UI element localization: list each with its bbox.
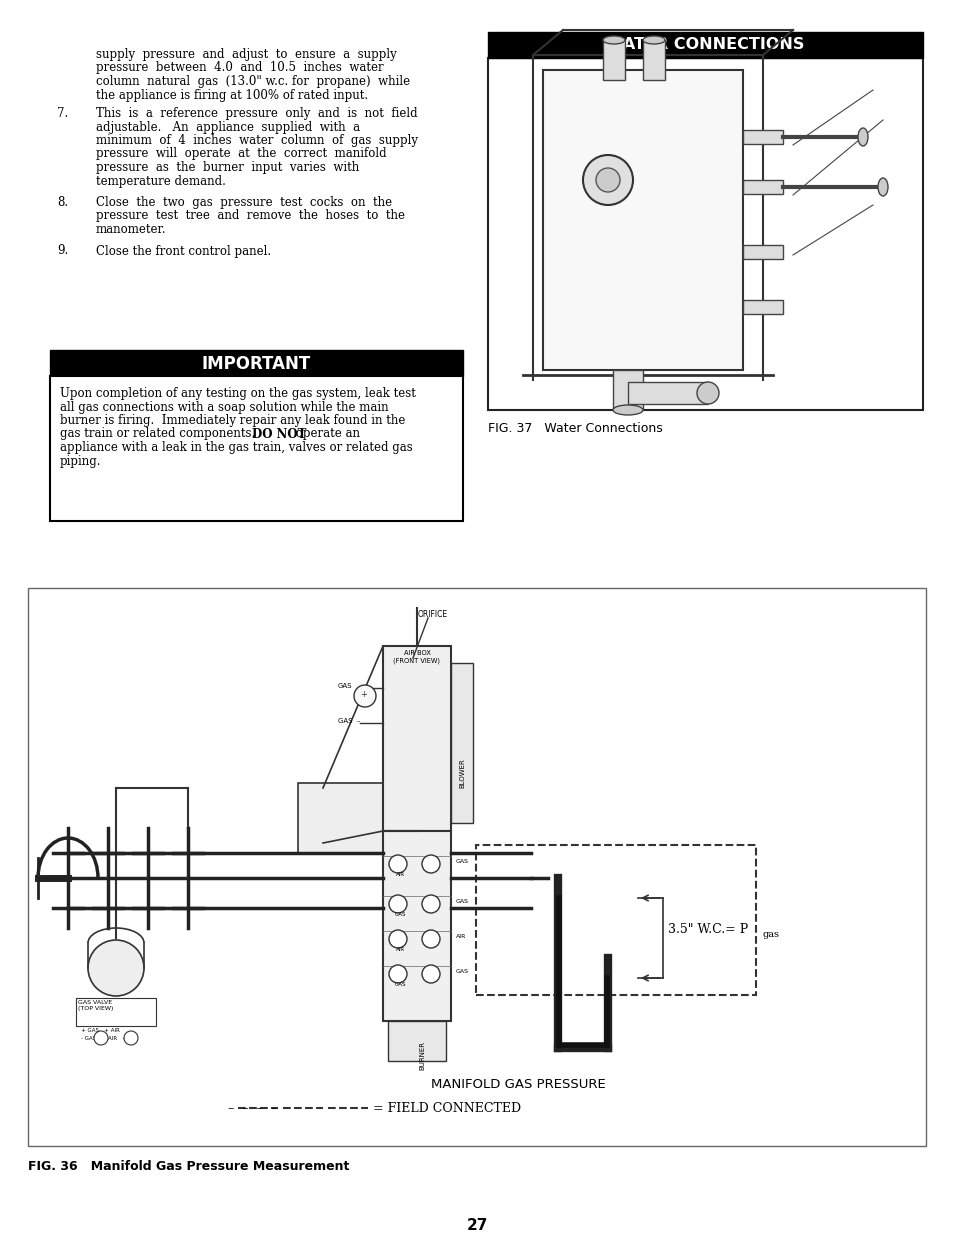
Text: all gas connections with a soap solution while the main: all gas connections with a soap solution…	[60, 400, 388, 414]
Bar	[76, 998, 156, 1026]
Text: GAS: GAS	[395, 982, 406, 987]
Text: FIG. 37   Water Connections: FIG. 37 Water Connections	[488, 422, 662, 435]
Bar	[742, 300, 782, 314]
Text: MANIFOLD GAS PRESSURE: MANIFOLD GAS PRESSURE	[430, 1078, 605, 1091]
Circle shape	[389, 965, 407, 983]
Bar	[627, 382, 707, 404]
Circle shape	[389, 855, 407, 873]
Text: GAS VALVE
(TOP VIEW): GAS VALVE (TOP VIEW)	[78, 1000, 113, 1010]
Text: GAS: GAS	[456, 899, 469, 904]
Text: WATER CONNECTIONS: WATER CONNECTIONS	[606, 37, 803, 52]
Text: AIR: AIR	[456, 934, 466, 939]
Ellipse shape	[642, 36, 664, 44]
Text: ORIFICE: ORIFICE	[417, 610, 448, 619]
Circle shape	[421, 855, 439, 873]
Text: gas: gas	[762, 930, 780, 939]
Bar	[488, 32, 923, 58]
Text: appliance with a leak in the gas train, valves or related gas: appliance with a leak in the gas train, …	[60, 441, 413, 454]
Text: = FIELD CONNECTED: = FIELD CONNECTED	[373, 1102, 520, 1115]
Text: Close  the  two  gas  pressure  test  cocks  on  the: Close the two gas pressure test cocks on…	[96, 196, 392, 209]
Text: FIG. 36   Manifold Gas Pressure Measurement: FIG. 36 Manifold Gas Pressure Measuremen…	[28, 1160, 349, 1173]
Text: Close the front control panel.: Close the front control panel.	[96, 245, 271, 258]
Text: DO NOT: DO NOT	[252, 427, 306, 441]
Text: –  –  –  –: – – – –	[228, 1102, 276, 1115]
Text: pressure  test  tree  and  remove  the  hoses  to  the: pressure test tree and remove the hoses …	[96, 210, 405, 222]
Bar	[451, 663, 473, 823]
Text: burner is firing.  Immediately repair any leak found in the: burner is firing. Immediately repair any…	[60, 414, 405, 427]
Text: manometer.: manometer.	[96, 224, 167, 236]
Bar	[742, 180, 782, 194]
Text: IMPORTANT: IMPORTANT	[202, 354, 311, 373]
Text: BLOWER: BLOWER	[458, 758, 464, 788]
Ellipse shape	[697, 382, 719, 404]
Circle shape	[94, 1031, 108, 1045]
Text: AIR: AIR	[396, 947, 405, 952]
Circle shape	[389, 895, 407, 913]
Bar	[382, 646, 451, 831]
Text: - GAS   + AIR   - AIR: - GAS + AIR - AIR	[81, 1036, 135, 1041]
Circle shape	[421, 930, 439, 948]
Circle shape	[124, 1031, 138, 1045]
Text: BURNER: BURNER	[418, 1041, 424, 1070]
Bar	[388, 1021, 446, 1061]
Text: minimum  of  4  inches  water  column  of  gas  supply: minimum of 4 inches water column of gas …	[96, 135, 417, 147]
Text: pressure  will  operate  at  the  correct  manifold: pressure will operate at the correct man…	[96, 147, 386, 161]
Bar	[602, 40, 624, 80]
Text: supply  pressure  and  adjust  to  ensure  a  supply: supply pressure and adjust to ensure a s…	[96, 48, 396, 61]
Text: GAS: GAS	[395, 911, 406, 918]
Text: column  natural  gas  (13.0" w.c. for  propane)  while: column natural gas (13.0" w.c. for propa…	[96, 75, 410, 88]
Text: GAS  –: GAS –	[337, 718, 360, 724]
Bar	[297, 783, 382, 853]
Bar	[613, 370, 642, 410]
Text: Upon completion of any testing on the gas system, leak test: Upon completion of any testing on the ga…	[60, 387, 416, 400]
Text: temperature demand.: temperature demand.	[96, 174, 226, 188]
Circle shape	[354, 685, 375, 706]
Text: pressure  as  the  burner  input  varies  with: pressure as the burner input varies with	[96, 161, 359, 174]
Circle shape	[596, 168, 619, 191]
Circle shape	[389, 930, 407, 948]
Text: GAS: GAS	[456, 969, 469, 974]
Circle shape	[582, 156, 633, 205]
Text: adjustable.   An  appliance  supplied  with  a: adjustable. An appliance supplied with a	[96, 121, 359, 133]
Bar	[28, 588, 925, 1146]
Bar	[488, 58, 923, 410]
Bar	[382, 831, 451, 1021]
Text: 8.: 8.	[57, 196, 68, 209]
Bar	[742, 245, 782, 259]
Text: 27: 27	[466, 1218, 487, 1233]
Text: piping.: piping.	[60, 454, 101, 468]
Text: AIR BOX
(FRONT VIEW): AIR BOX (FRONT VIEW)	[393, 650, 440, 663]
Bar	[50, 375, 462, 521]
Bar	[50, 350, 462, 375]
Text: gas train or related components.: gas train or related components.	[60, 427, 262, 441]
Ellipse shape	[613, 405, 642, 415]
Bar	[642, 40, 664, 80]
Text: 9.: 9.	[57, 245, 69, 258]
Text: This  is  a  reference  pressure  only  and  is  not  field: This is a reference pressure only and is…	[96, 107, 417, 120]
Ellipse shape	[602, 36, 624, 44]
Ellipse shape	[857, 128, 867, 146]
Text: GAS: GAS	[456, 860, 469, 864]
Text: pressure  between  4.0  and  10.5  inches  water: pressure between 4.0 and 10.5 inches wat…	[96, 62, 383, 74]
Text: GAS: GAS	[337, 683, 352, 689]
Text: +: +	[359, 690, 367, 699]
Text: the appliance is firing at 100% of rated input.: the appliance is firing at 100% of rated…	[96, 89, 368, 101]
Bar	[542, 70, 742, 370]
Circle shape	[421, 965, 439, 983]
Text: + GAS   + AIR: + GAS + AIR	[81, 1028, 120, 1032]
Circle shape	[421, 895, 439, 913]
Bar	[476, 845, 755, 995]
Circle shape	[88, 940, 144, 995]
Text: 7.: 7.	[57, 107, 69, 120]
Bar	[742, 130, 782, 144]
Ellipse shape	[877, 178, 887, 196]
Text: AIR: AIR	[396, 872, 405, 877]
Text: operate an: operate an	[292, 427, 359, 441]
Text: 3.5" W.C.= P: 3.5" W.C.= P	[667, 923, 747, 936]
